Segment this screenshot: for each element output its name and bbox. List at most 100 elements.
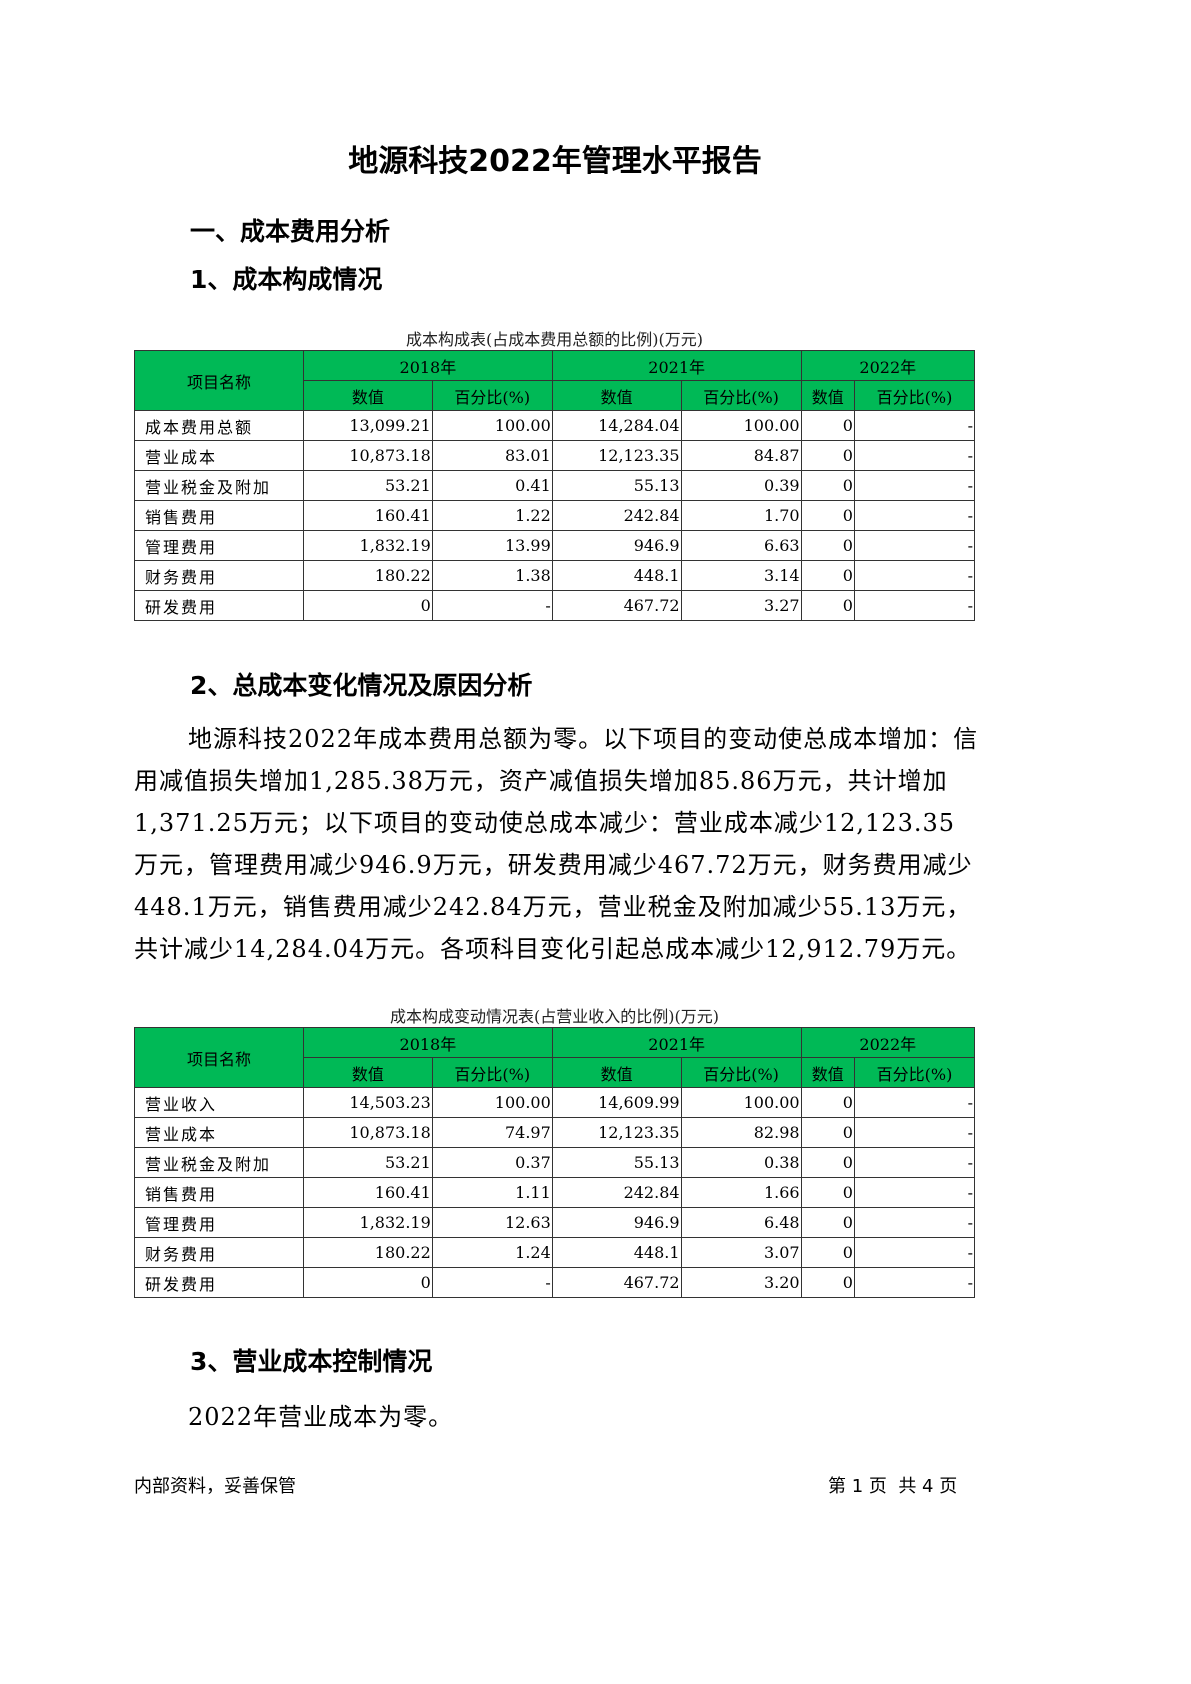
cell: 14,503.23: [303, 1087, 433, 1118]
table-row: 管理费用 1,832.19 12.63 946.9 6.48 0-: [134, 1207, 976, 1238]
cell: 6.63: [680, 530, 802, 561]
header-percent: 百分比(%): [431, 380, 553, 411]
header-year: 2022年: [800, 1027, 976, 1058]
cell: 1.24: [431, 1237, 553, 1268]
row-label: 财务费用: [134, 560, 304, 591]
header-value: 数值: [800, 1057, 855, 1088]
cell: 53.21: [303, 1147, 433, 1178]
cell: 83.01: [431, 440, 553, 471]
cell: 100.00: [680, 1087, 802, 1118]
table-caption: 成本构成表(占成本费用总额的比例)(万元): [406, 330, 703, 349]
cell: 242.84: [551, 500, 682, 531]
cell: 180.22: [303, 1237, 433, 1268]
header-percent: 百分比(%): [680, 1057, 802, 1088]
cell: 160.41: [303, 1177, 433, 1208]
cell: 10,873.18: [303, 1117, 433, 1148]
cell: -: [853, 1207, 976, 1238]
cell: -: [431, 590, 553, 621]
cell: 1,832.19: [303, 530, 433, 561]
header-value: 数值: [303, 1057, 433, 1088]
cell: 6.48: [680, 1207, 802, 1238]
cell: 0: [800, 1207, 855, 1238]
cost-change-table: 项目名称 2018年 2021年 2022年 数值 百分比(%) 数值 百分比(%) 数值 百分比…: [134, 1027, 976, 1298]
row-label: 研发费用: [134, 1267, 304, 1298]
page-title: 地源科技2022年管理水平报告: [348, 144, 762, 179]
cell: 1,832.19: [303, 1207, 433, 1238]
header-year: 2022年: [800, 350, 976, 381]
table-row: 营业税金及附加 53.21 0.37 55.13 0.38 0-: [134, 1147, 976, 1178]
row-label: 营业成本: [134, 440, 304, 471]
cell: -: [853, 560, 976, 591]
header-percent: 百分比(%): [680, 380, 802, 411]
cell: 100.00: [680, 410, 802, 441]
row-label: 营业税金及附加: [134, 470, 304, 501]
cell: 14,284.04: [551, 410, 682, 441]
subsection-heading: 1、成本构成情况: [190, 265, 383, 294]
cell: 0: [800, 1147, 855, 1178]
cell: 3.20: [680, 1267, 802, 1298]
cell: 3.27: [680, 590, 802, 621]
footer-note: 内部资料，妥善保管: [134, 1476, 296, 1497]
table-row: 财务费用 180.22 1.24 448.1 3.07 0-: [134, 1237, 976, 1268]
cell: 0: [303, 590, 433, 621]
cell: 0: [303, 1267, 433, 1298]
header-value: 数值: [551, 380, 682, 411]
cell: 53.21: [303, 470, 433, 501]
cell: 12,123.35: [551, 440, 682, 471]
cell: 0: [800, 440, 855, 471]
cell: 0: [800, 590, 855, 621]
cell: 1.11: [431, 1177, 553, 1208]
table-row: 研发费用 0-467.72 3.20 0-: [134, 1267, 976, 1298]
header-year: 2018年: [303, 1027, 553, 1058]
table-caption: 成本构成变动情况表(占营业收入的比例)(万元): [390, 1007, 719, 1026]
cell: 82.98: [680, 1117, 802, 1148]
cell: -: [853, 1147, 976, 1178]
cell: -: [853, 410, 976, 441]
header-percent: 百分比(%): [853, 380, 976, 411]
cell: 448.1: [551, 560, 682, 591]
table-row: 营业成本 10,873.18 74.97 12,123.35 82.98 0-: [134, 1117, 976, 1148]
cell: 160.41: [303, 500, 433, 531]
cost-structure-table: 项目名称 2018年 2021年 2022年 数值 百分比(%) 数值 百分比(%) 数值 百分比…: [134, 350, 976, 621]
cell: 1.22: [431, 500, 553, 531]
table-row: 销售费用 160.41 1.11 242.84 1.66 0-: [134, 1177, 976, 1208]
cell: 467.72: [551, 1267, 682, 1298]
row-label: 成本费用总额: [134, 410, 304, 441]
cell: 0.38: [680, 1147, 802, 1178]
table-row: 营业收入 14,503.23 100.00 14,609.99 100.00 0-: [134, 1087, 976, 1118]
row-label: 财务费用: [134, 1237, 304, 1268]
cell: 13,099.21: [303, 410, 433, 441]
cell: 946.9: [551, 1207, 682, 1238]
cell: 0: [800, 560, 855, 591]
cell: 0: [800, 470, 855, 501]
table-row: 营业成本 10,873.18 83.01 12,123.35 84.87 0-: [134, 440, 976, 471]
cell: 0: [800, 1177, 855, 1208]
page-number: 第 1 页 共 4 页: [828, 1476, 958, 1497]
table-row: 研发费用 0-467.72 3.27 0-: [134, 590, 976, 621]
cell: -: [431, 1267, 553, 1298]
cell: 84.87: [680, 440, 802, 471]
row-label: 销售费用: [134, 1177, 304, 1208]
cell: 12,123.35: [551, 1117, 682, 1148]
header-year: 2021年: [551, 1027, 802, 1058]
row-label: 营业收入: [134, 1087, 304, 1118]
row-label: 销售费用: [134, 500, 304, 531]
row-label: 管理费用: [134, 1207, 304, 1238]
cell: 3.14: [680, 560, 802, 591]
cell: 0.37: [431, 1147, 553, 1178]
cell: 946.9: [551, 530, 682, 561]
cell: -: [853, 1237, 976, 1268]
cell: 74.97: [431, 1117, 553, 1148]
cell: 467.72: [551, 590, 682, 621]
cell: 0: [800, 530, 855, 561]
cell: 0: [800, 500, 855, 531]
paragraph: 地源科技2022年成本费用总额为零。以下项目的变动使总成本增加：信用减值损失增加…: [134, 725, 979, 963]
cell: -: [853, 500, 976, 531]
cell: 0: [800, 1237, 855, 1268]
cell: 100.00: [431, 1087, 553, 1118]
table-row: 管理费用 1,832.19 13.99 946.9 6.63 0-: [134, 530, 976, 561]
row-label: 研发费用: [134, 590, 304, 621]
table-row: 成本费用总额 13,099.21 100.00 14,284.04 100.00 0-: [134, 410, 976, 441]
cell: 0.39: [680, 470, 802, 501]
